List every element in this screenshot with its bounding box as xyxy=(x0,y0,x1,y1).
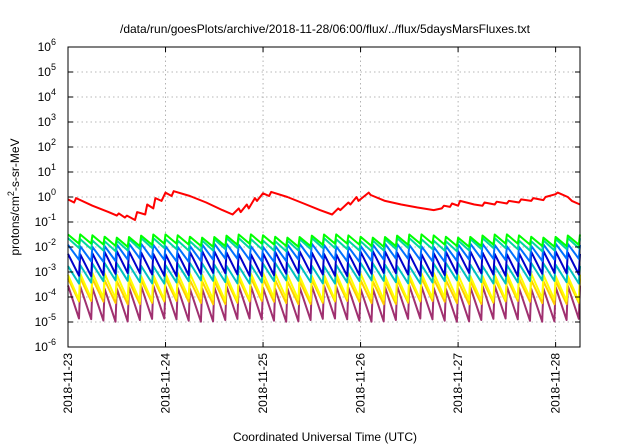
y-tick-label: 100 xyxy=(38,187,56,204)
x-tick-label: 2018-11-27 xyxy=(451,353,465,414)
y-tick-label: 102 xyxy=(38,137,56,154)
y-tick-label: 10-1 xyxy=(35,212,56,229)
series-line-2 xyxy=(67,233,581,248)
y-axis: 106 105 104 103 102 101 100 10-1 10-2 10-3 10-4 10-… xyxy=(35,37,580,354)
series-group xyxy=(67,190,581,323)
x-tick-label: 2018-11-28 xyxy=(549,353,563,414)
chart-title: /data/run/goesPlots/archive/2018-11-28/0… xyxy=(120,22,531,36)
y-tick-label: 10-3 xyxy=(35,262,56,279)
x-tick-label: 2018-11-23 xyxy=(61,353,75,414)
y-axis-label: protons/cm2-s-sr-MeV xyxy=(6,138,22,255)
y-tick-label: 10-4 xyxy=(35,287,56,304)
y-tick-label: 10-5 xyxy=(35,312,56,329)
y-tick-label: 103 xyxy=(38,112,56,129)
x-tick-label: 2018-11-26 xyxy=(354,353,368,414)
grid xyxy=(68,47,580,347)
x-tick-label: 2018-11-24 xyxy=(159,353,173,414)
x-axis-label: Coordinated Universal Time (UTC) xyxy=(233,430,417,444)
y-tick-label: 10-2 xyxy=(35,237,56,254)
x-axis: 2018-11-23 2018-11-24 2018-11-25 2018-11-26… xyxy=(61,47,563,414)
x-tick-label: 2018-11-25 xyxy=(256,353,270,414)
series-line-1 xyxy=(67,190,581,221)
y-tick-label: 106 xyxy=(38,37,56,54)
y-tick-label: 101 xyxy=(38,162,56,179)
y-tick-label: 105 xyxy=(38,62,56,79)
y-tick-label: 104 xyxy=(38,87,56,104)
y-tick-label: 10-6 xyxy=(35,337,56,354)
